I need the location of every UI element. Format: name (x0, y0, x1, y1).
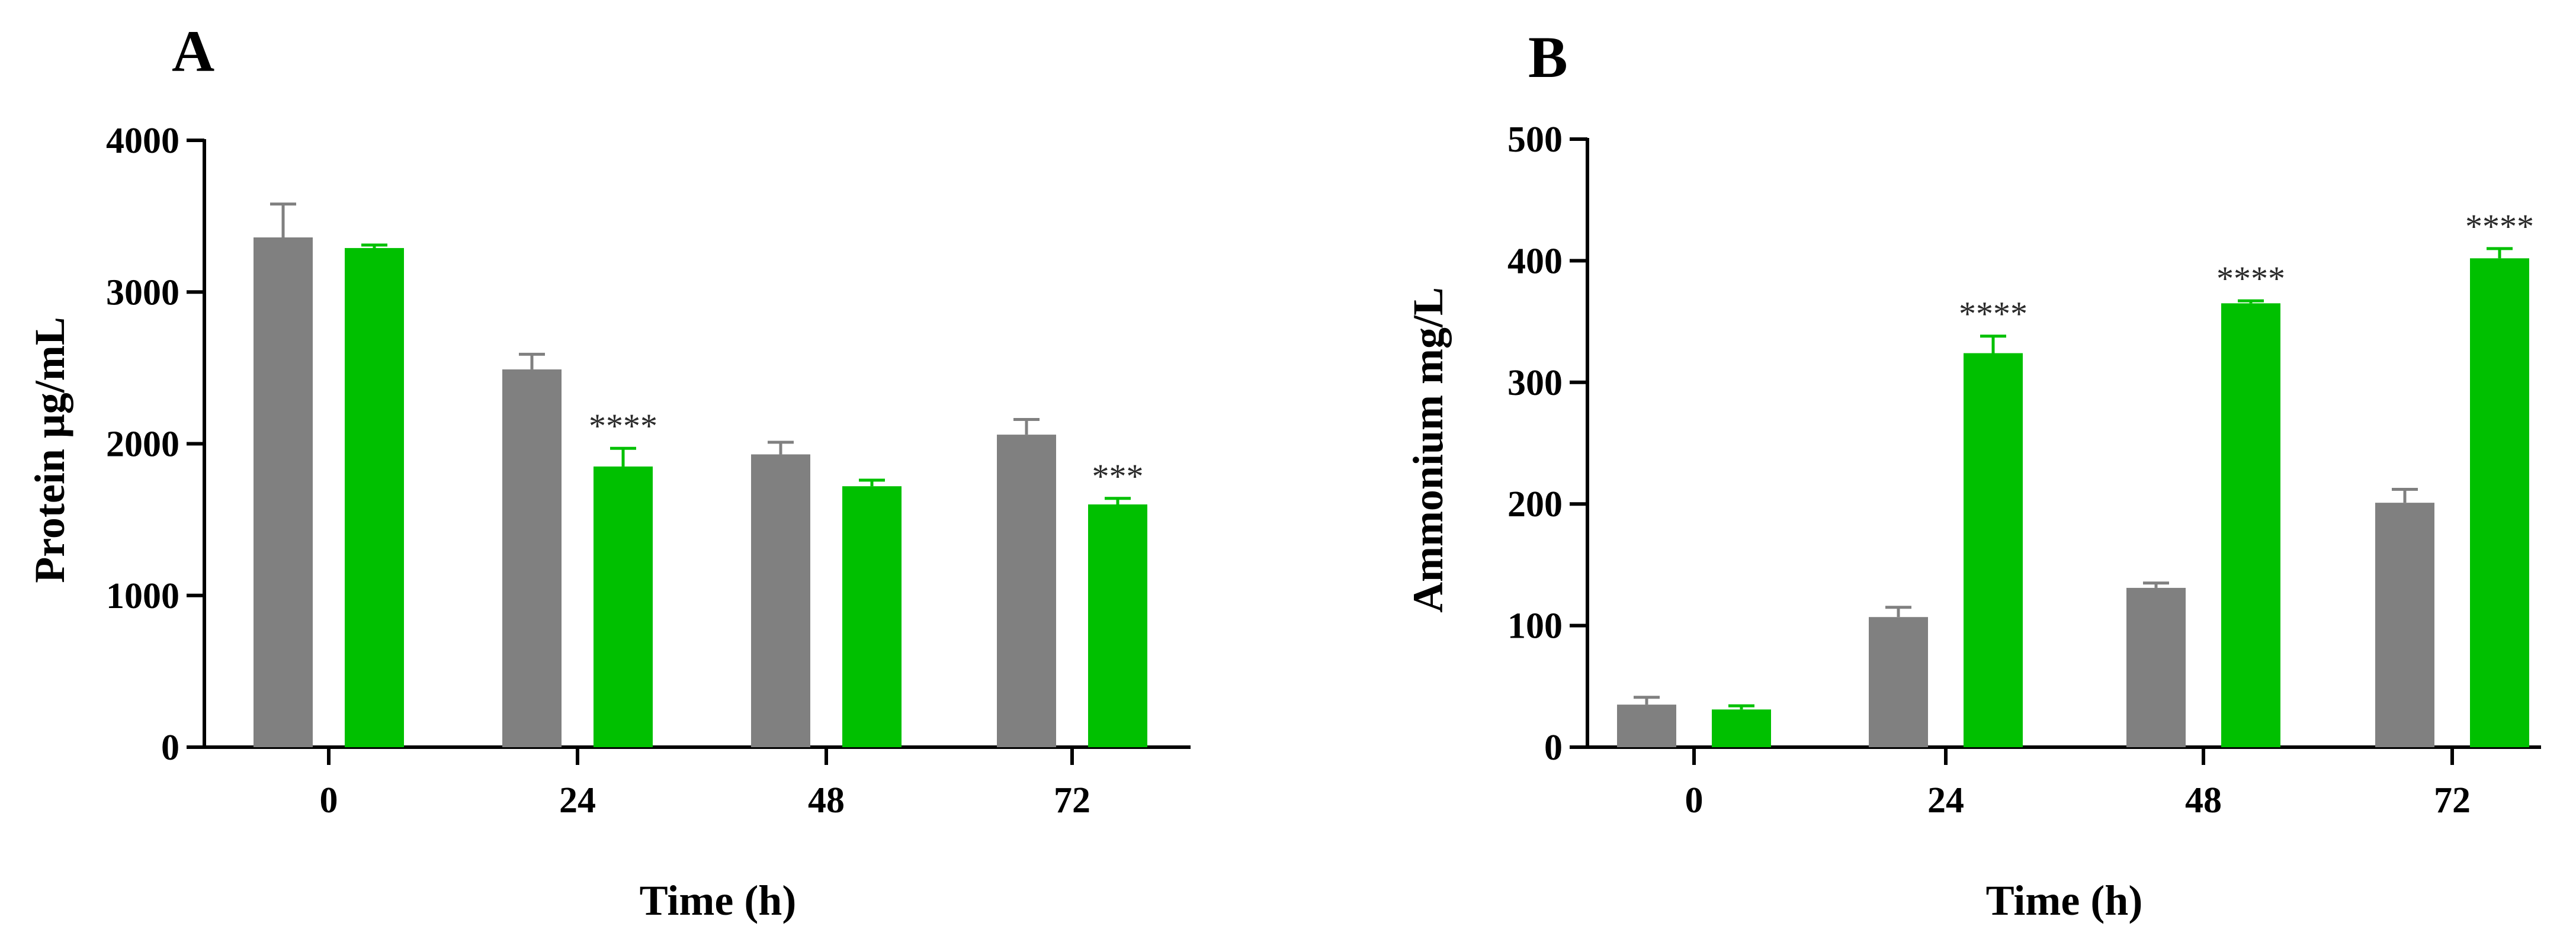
panel-a-bar (345, 247, 404, 747)
panel-a-bar (751, 454, 810, 747)
panel-b-bar (2221, 303, 2280, 747)
panel-b-bar (2375, 503, 2434, 747)
panel-b-x-axis-title: Time (h) (1986, 877, 2143, 924)
panel-a-y-axis-title: Protein μg/mL (26, 317, 73, 583)
panel-a-significance-label: *** (1092, 457, 1144, 496)
panel-a-x-tick-label: 0 (320, 780, 338, 821)
panel-a-bar (997, 435, 1056, 747)
panel-a-bar (502, 369, 562, 747)
panel-b-y-tick-label: 400 (1507, 241, 1563, 281)
panel-a-y-tick-label: 1000 (106, 576, 179, 616)
panel-a-bar (254, 237, 313, 747)
panel-b-bar (1617, 705, 1676, 747)
panel-b-y-tick-label: 500 (1507, 120, 1563, 160)
panel-b-bar (2470, 258, 2529, 747)
panel-a-x-tick-label: 24 (559, 780, 596, 821)
panel-b-x-tick-label: 48 (2185, 780, 2222, 821)
panel-a-bar (842, 486, 902, 747)
panel-a-y-tick-label: 3000 (106, 272, 179, 313)
panel-a-x-tick-label: 72 (1054, 780, 1090, 821)
panel-a-y-tick-label: 4000 (106, 121, 179, 161)
panel-a-y-tick-label: 2000 (106, 425, 179, 465)
panel-a-bar (594, 466, 653, 747)
panel-b-x-tick-label: 0 (1685, 780, 1704, 821)
panel-b-x-tick-label: 72 (2434, 780, 2471, 821)
panel-b-bar (1712, 709, 1771, 747)
panel-b-y-tick-label: 200 (1507, 484, 1563, 525)
panel-a-x-tick-label: 48 (808, 780, 845, 821)
panel-b-significance-label: **** (2465, 207, 2534, 246)
panel-a-letter: A (172, 18, 214, 84)
panel-b-letter: B (1528, 24, 1568, 90)
panel-b-significance-label: **** (1959, 295, 2028, 333)
panel-b-y-tick-label: 0 (1544, 728, 1563, 768)
panel-b-y-axis-title: Ammonium mg/L (1404, 287, 1452, 613)
panel-b-significance-label: **** (2216, 259, 2285, 298)
panel-b-bar (1964, 353, 2023, 747)
panel-b-plot-area: 0 100 200 300 400 500 0 24 48 72 **** **** **** (1507, 120, 2541, 821)
panel-b-y-tick-label: 100 (1507, 606, 1563, 647)
panel-b-bar (1869, 617, 1928, 747)
panel-b-x-tick-label: 24 (1927, 780, 1964, 821)
panel-a-y-tick-label: 0 (161, 728, 179, 768)
panel-b-y-tick-label: 300 (1507, 363, 1563, 403)
panel-a-significance-label: **** (589, 407, 657, 445)
panel-b: B Ammonium mg/L Time (h) 0 100 200 300 400 50… (1404, 24, 2541, 924)
panel-a: A Protein μg/mL Time (h) 0 1000 2000 3000 40… (26, 18, 1191, 924)
panel-a-bar (1088, 504, 1147, 747)
panel-b-bar (2126, 587, 2186, 747)
panel-a-x-axis-title: Time (h) (640, 877, 797, 924)
